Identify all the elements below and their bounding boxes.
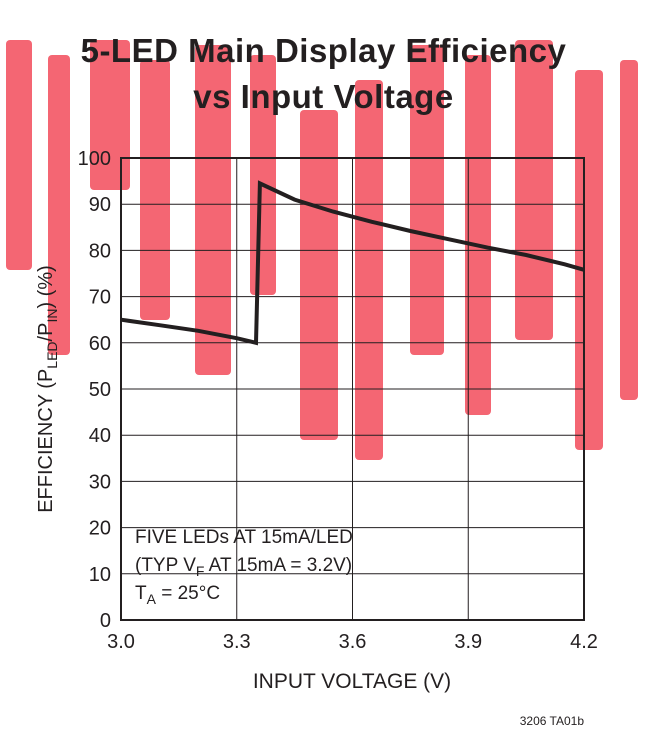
y-axis-label-prefix: EFFICIENCY (P [35, 369, 57, 513]
y-axis-label: EFFICIENCY (PLED/PIN) (%) [35, 265, 60, 513]
y-tick-label: 10 [89, 564, 111, 586]
x-tick-label: 3.0 [107, 631, 135, 653]
x-tick-label: 3.9 [454, 631, 482, 653]
annotation-line-2-a: (TYP V [135, 555, 196, 576]
annotation-line-3-b: = 25°C [156, 583, 220, 604]
y-tick-label: 80 [89, 240, 111, 262]
series [120, 180, 585, 346]
efficiency-series-line-0 [120, 180, 585, 346]
figure-footnote: 3206 TA01b [520, 714, 585, 728]
plot-frame [120, 157, 585, 621]
annotation-line-2-b: AT 15mA = 3.2V) [204, 555, 352, 576]
y-tick-label: 20 [89, 518, 111, 540]
annotation-line-3: TA = 25°C [135, 583, 220, 607]
y-tick-labels: 0 10 20 30 40 50 60 70 80 90 100 [78, 148, 111, 632]
x-tick-label: 3.3 [223, 631, 251, 653]
conditions-annotation: FIVE LEDs AT 15mA/LED (TYP VF AT 15mA = … [135, 527, 353, 607]
annotation-line-3-sub: A [147, 591, 157, 607]
x-tick-label: 3.6 [339, 631, 367, 653]
annotation-line-3-a: T [135, 583, 147, 604]
y-tick-label: 100 [78, 148, 111, 170]
x-tick-labels: 3.0 3.3 3.6 3.9 4.2 [107, 631, 598, 653]
y-axis-label-mid: /P [35, 323, 57, 342]
annotation-line-2: (TYP VF AT 15mA = 3.2V) [135, 555, 352, 579]
x-tick-label: 4.2 [570, 631, 598, 653]
y-axis-label-sub-in: IN [44, 309, 60, 323]
y-tick-label: 70 [89, 287, 111, 309]
y-axis-label-sub-led: LED [44, 341, 60, 368]
x-axis-label: INPUT VOLTAGE (V) [253, 670, 451, 693]
y-tick-label: 90 [89, 194, 111, 216]
y-tick-label: 60 [89, 333, 111, 355]
chart-title-line-2: vs Input Voltage [193, 78, 454, 115]
grid [121, 158, 584, 620]
y-tick-label: 30 [89, 471, 111, 493]
y-axis-label-suffix: ) (%) [35, 265, 57, 308]
y-tick-label: 0 [100, 610, 111, 632]
y-tick-label: 40 [89, 425, 111, 447]
chart-title-line-1: 5-LED Main Display Efficiency [80, 32, 567, 69]
annotation-line-1: FIVE LEDs AT 15mA/LED [135, 527, 353, 548]
annotation-line-2-sub: F [196, 563, 205, 579]
y-tick-label: 50 [89, 379, 111, 401]
